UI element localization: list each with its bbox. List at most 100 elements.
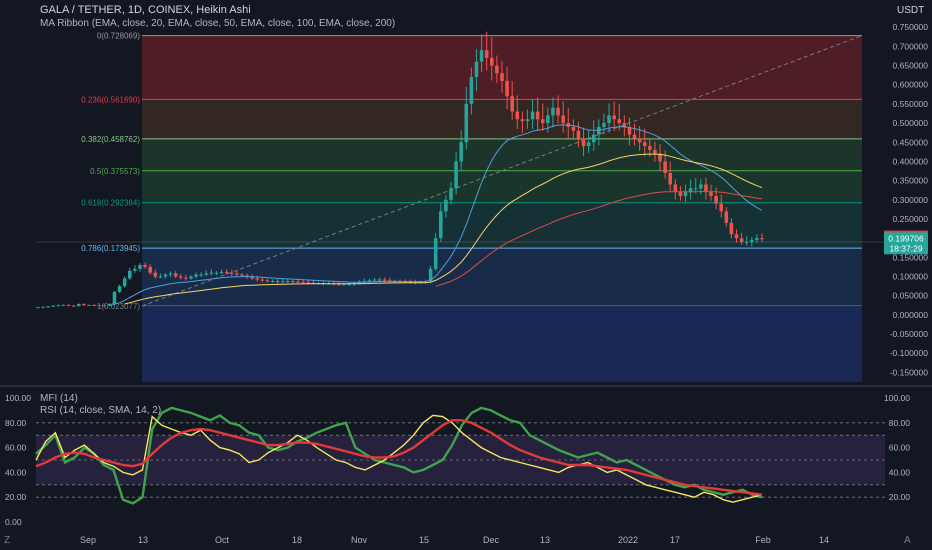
- candle-body: [250, 276, 254, 279]
- rsi-band-fill: [36, 435, 885, 485]
- price-axis[interactable]: 0.750000 0.700000 0.650000 0.600000 0.550000…: [890, 22, 929, 377]
- rsi-legend[interactable]: RSI (14, close, SMA, 14, 2): [40, 405, 162, 416]
- candle-body: [459, 142, 463, 162]
- time-tick-label: 15: [419, 535, 429, 545]
- price-tick-label: 0.550000: [893, 99, 929, 109]
- candle-body: [260, 279, 265, 281]
- price-tick-label: -0.050000: [890, 329, 929, 339]
- candle-body: [56, 305, 61, 307]
- right-tick-label: 60.00: [889, 443, 911, 453]
- candle-body: [347, 284, 351, 286]
- fib-level-label: 0.236(0.561690): [81, 95, 140, 104]
- auto-scale-toggle[interactable]: A: [904, 535, 911, 546]
- candle-body: [224, 271, 229, 273]
- candle-body: [133, 268, 137, 271]
- left-tick-label: 80.00: [5, 418, 27, 428]
- rsi-ma-line: [35, 419, 763, 496]
- left-tick-label: 20.00: [5, 492, 27, 502]
- candle-body: [403, 281, 407, 283]
- candle-body: [87, 304, 91, 306]
- trend-line: [36, 35, 885, 307]
- candle-body: [719, 203, 723, 212]
- candle-body: [683, 192, 688, 196]
- candle-body: [82, 304, 86, 306]
- candle-body: [755, 238, 759, 241]
- candle-body: [484, 50, 489, 58]
- candle-body: [546, 115, 550, 124]
- candle-body: [699, 184, 703, 189]
- candle-body: [36, 307, 40, 309]
- candle-body: [612, 115, 616, 120]
- candle-body: [245, 275, 249, 277]
- candle-body: [500, 73, 504, 81]
- ma-ribbon-legend[interactable]: MA Ribbon (EMA, close, 20, EMA, close, 5…: [40, 18, 396, 29]
- candle-body: [77, 304, 81, 307]
- candle-body: [71, 305, 76, 307]
- candle-body: [627, 126, 632, 135]
- ema-50-line: [124, 153, 763, 305]
- candle-body: [454, 161, 458, 189]
- candle-body: [642, 142, 647, 147]
- left-tick-label: 100.00: [5, 393, 31, 403]
- symbol-title[interactable]: GALA / TETHER, 1D, COINEX, Heikin Ashi: [40, 4, 251, 16]
- rsi-line: [35, 414, 763, 503]
- candle-body: [734, 234, 739, 239]
- candle-body: [637, 138, 642, 143]
- left-tick-label: 0.00: [5, 517, 22, 527]
- candle-body: [214, 272, 219, 274]
- candle-body: [367, 280, 372, 282]
- candle-body: [199, 274, 203, 276]
- candle-body: [163, 274, 168, 277]
- candle-body: [663, 161, 667, 173]
- mfi-legend[interactable]: MFI (14): [40, 393, 78, 404]
- candle-body: [158, 276, 163, 278]
- candle-body: [750, 240, 754, 242]
- candle-body: [709, 192, 713, 196]
- candle-body: [46, 306, 50, 308]
- candle-body: [112, 291, 117, 305]
- fib-zone: [142, 170, 862, 203]
- candle-body: [535, 111, 540, 120]
- candle-body: [586, 142, 591, 147]
- candle-body: [270, 281, 275, 283]
- candle-body: [138, 265, 142, 269]
- candle-body: [739, 238, 744, 242]
- candle-body: [173, 273, 178, 277]
- candle-body: [240, 274, 244, 276]
- ma-ribbon: [109, 124, 763, 307]
- candle-body: [668, 172, 673, 185]
- candle-body: [433, 238, 438, 269]
- right-tick-label: 20.00: [889, 492, 911, 502]
- time-tick-label: 13: [138, 535, 148, 545]
- candle-body: [540, 119, 545, 124]
- time-tick-label: Oct: [215, 535, 230, 545]
- time-tick-label: Dec: [483, 535, 500, 545]
- zoom-icon[interactable]: Z: [4, 535, 11, 546]
- candle-body: [693, 188, 698, 190]
- candle-body: [729, 222, 734, 235]
- candle-body: [704, 184, 708, 193]
- time-tick-label: 2022: [618, 535, 638, 545]
- candle-body: [653, 149, 657, 154]
- candle-body: [530, 111, 535, 120]
- candle-body: [296, 281, 300, 283]
- candle-body: [428, 268, 433, 282]
- candle-body: [515, 111, 520, 120]
- time-axis[interactable]: Sep 13 Oct 18 Nov 15 Dec 13 2022 17 Feb 14: [80, 535, 829, 545]
- candle-body: [525, 119, 530, 122]
- candle-body: [51, 305, 56, 307]
- fib-level-label: 1(0.023077): [97, 302, 140, 311]
- price-tick-label: 0.650000: [893, 61, 929, 71]
- left-tick-label: 40.00: [5, 467, 27, 477]
- candle-body: [571, 126, 576, 131]
- candle-body: [591, 134, 596, 143]
- price-tick-label: 0.400000: [893, 156, 929, 166]
- fib-zone: [142, 138, 862, 171]
- candle-body: [107, 304, 112, 306]
- candle-body: [153, 272, 158, 277]
- price-tick-label: 0.250000: [893, 214, 929, 224]
- price-tick-label: 0.700000: [893, 41, 929, 51]
- candle-body: [219, 271, 224, 273]
